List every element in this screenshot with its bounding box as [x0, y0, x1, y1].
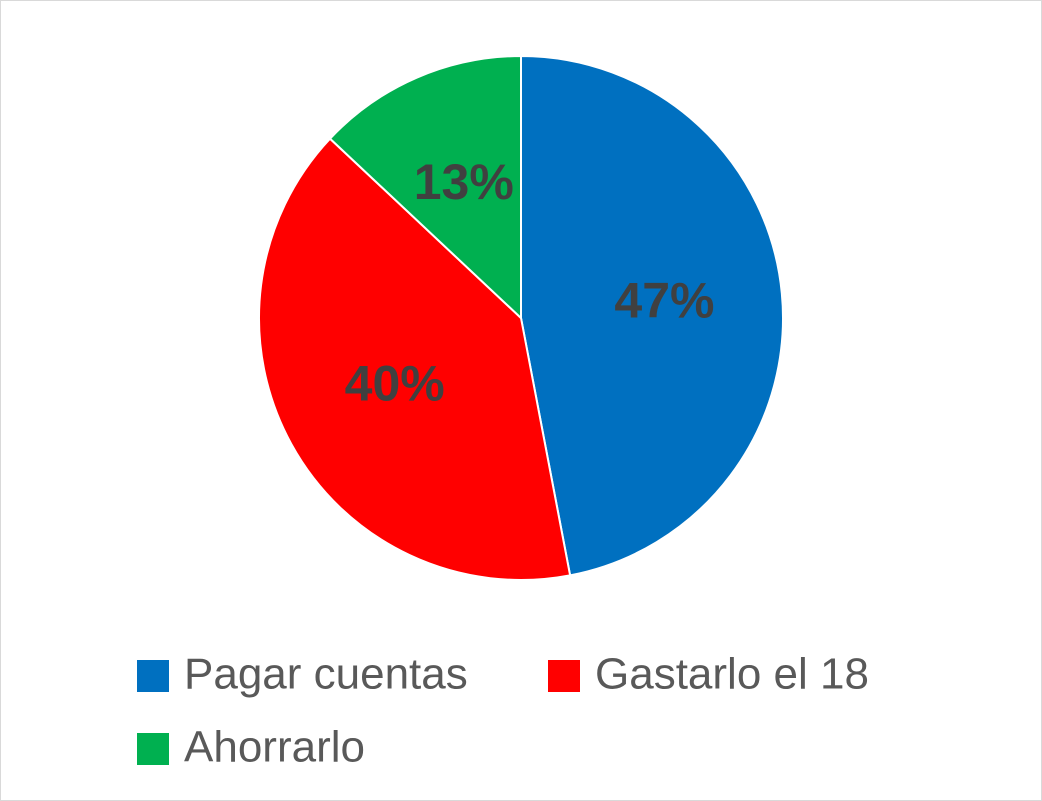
legend-label: Ahorrarlo [184, 723, 365, 772]
data-label: 40% [345, 356, 445, 412]
pie-slice [328, 54, 522, 321]
legend-swatch [137, 660, 169, 692]
legend-label: Pagar cuentas [184, 650, 468, 699]
data-label: 13% [414, 154, 514, 210]
data-label: 47% [614, 273, 714, 329]
legend-swatch [548, 660, 580, 692]
pie-slice [258, 137, 572, 581]
pie-slice [520, 54, 784, 577]
legend-swatch [137, 733, 169, 765]
legend-label: Gastarlo el 18 [595, 650, 869, 699]
